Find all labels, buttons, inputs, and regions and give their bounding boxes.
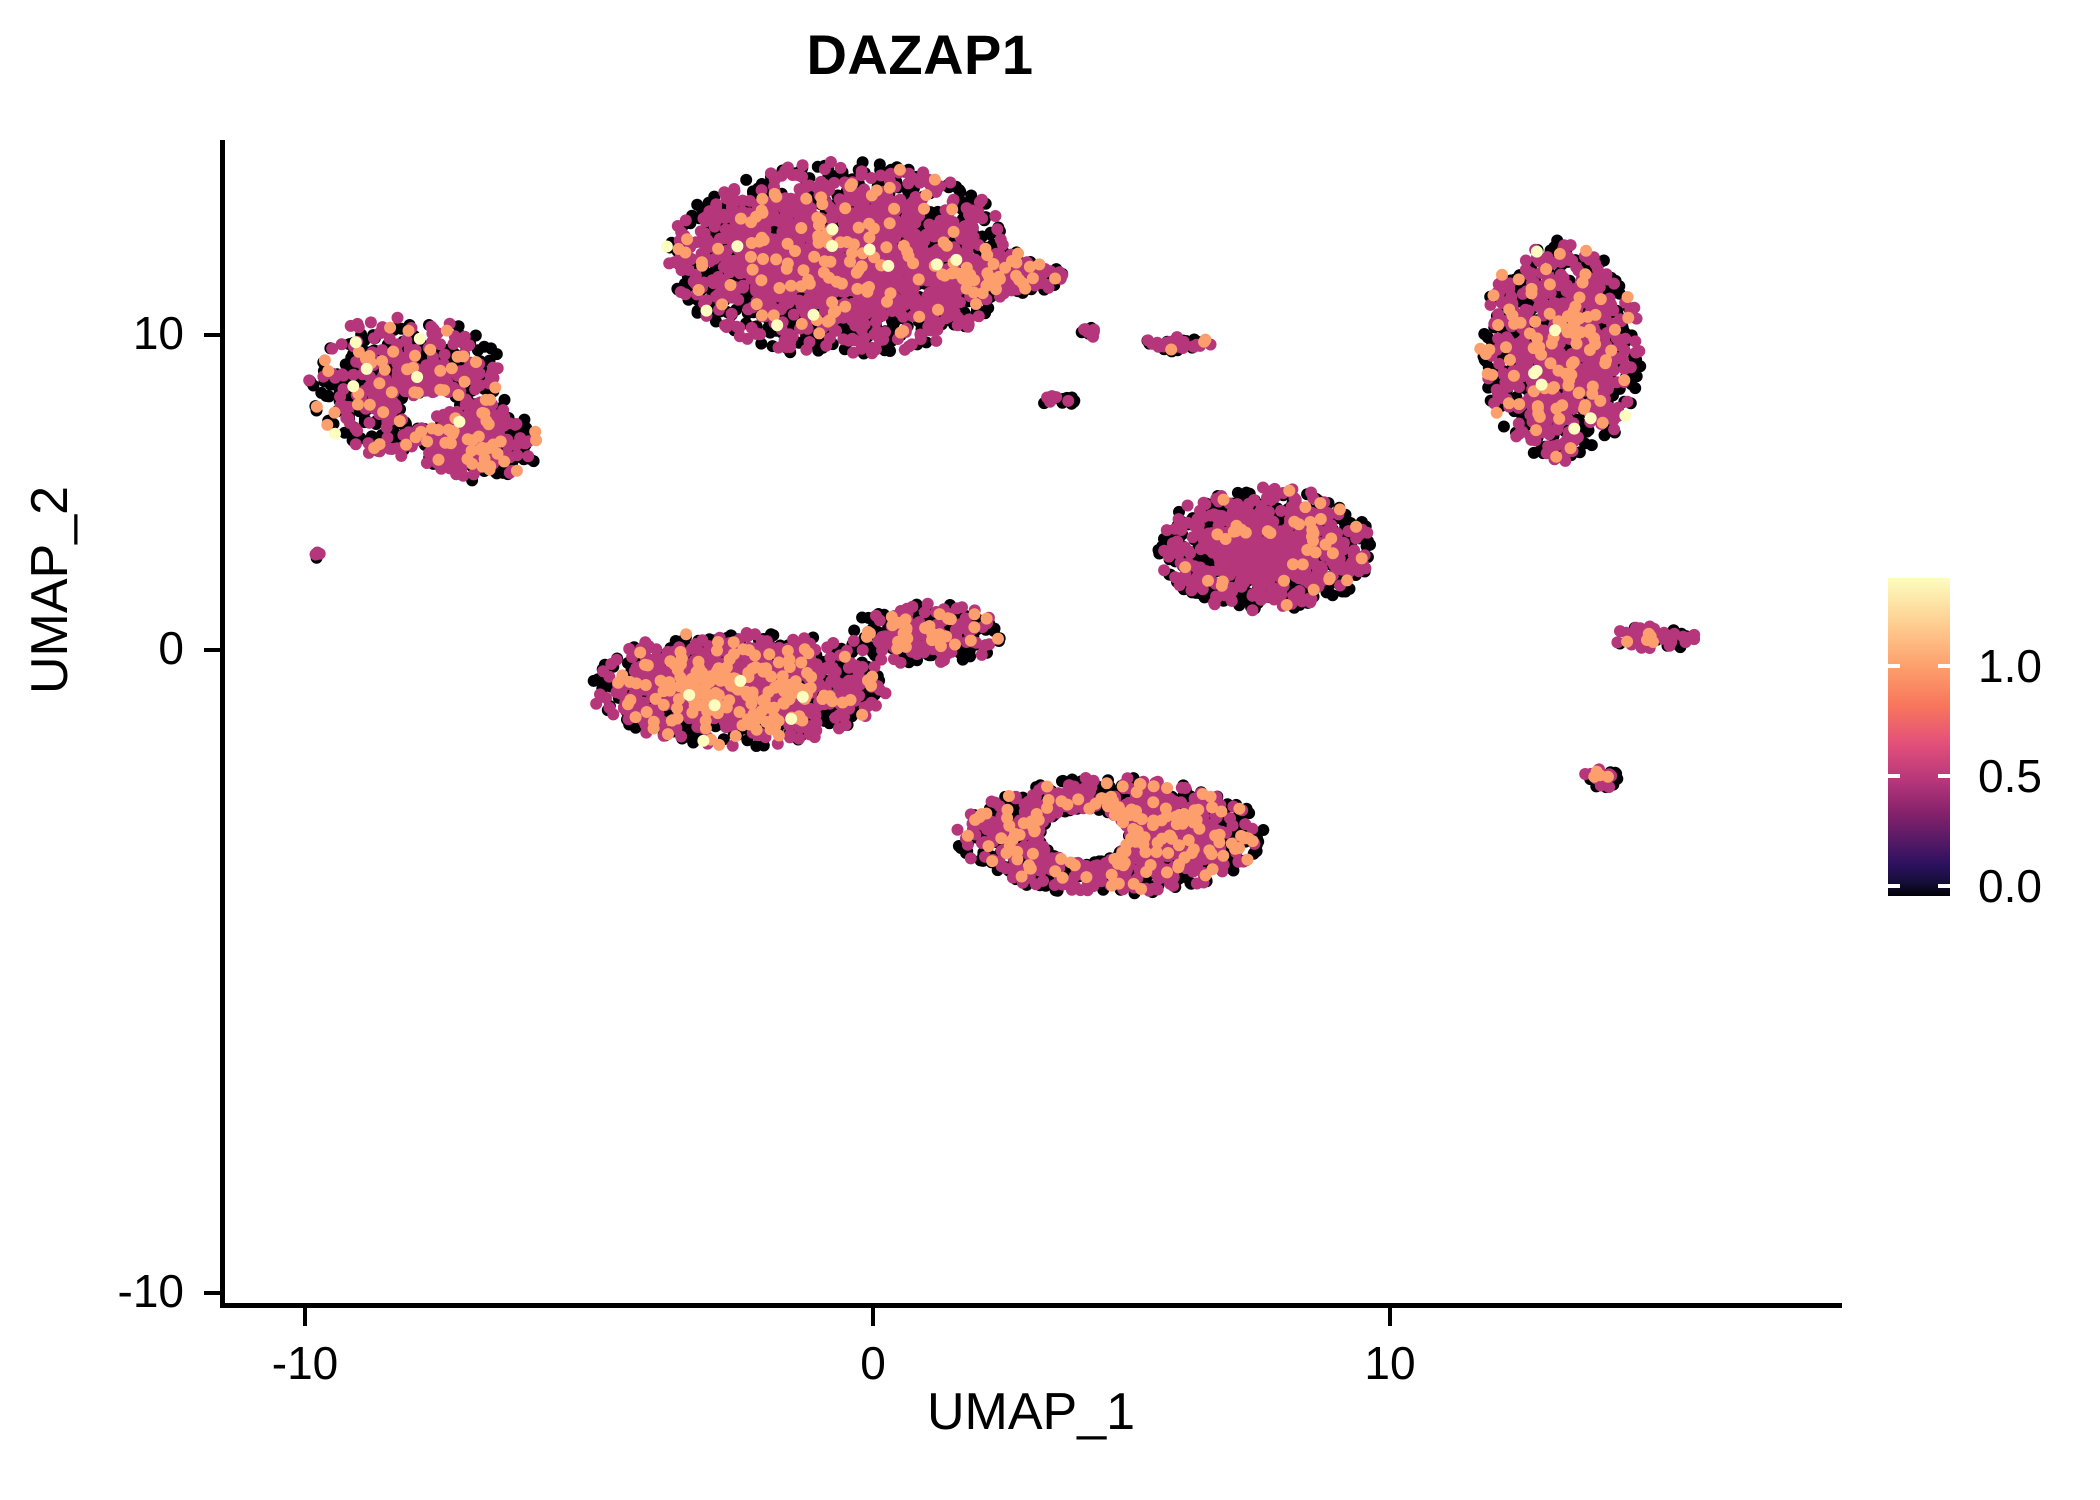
y-tick-label-10: 10 <box>132 307 184 359</box>
colorbar-tick-1-right <box>1938 664 1950 668</box>
colorbar-gradient <box>1888 578 1950 896</box>
chart-title: DAZAP1 <box>806 23 1034 86</box>
y-tick-mark-10 <box>204 333 220 337</box>
plot-panel <box>222 140 1840 1305</box>
colorbar-tick-0-left <box>1888 884 1900 888</box>
colorbar-label-05: 0.5 <box>1978 750 2042 802</box>
x-tick-mark-0 <box>871 1308 875 1326</box>
x-tick-label-10: 10 <box>1364 1337 1416 1389</box>
colorbar-tick-0-right <box>1938 884 1950 888</box>
y-tick-label-0: 0 <box>158 622 184 674</box>
y-tick-label-neg10: -10 <box>117 1265 184 1317</box>
y-tick-mark-neg10 <box>204 1291 220 1295</box>
x-tick-mark-10 <box>1388 1308 1392 1326</box>
colorbar-tick-1-left <box>1888 664 1900 668</box>
x-tick-label-0: 0 <box>860 1337 886 1389</box>
colorbar-legend: 1.0 0.5 0.0 <box>1888 578 2088 912</box>
x-axis-line <box>220 1303 1842 1308</box>
y-tick-mark-0 <box>204 648 220 652</box>
x-axis-label: UMAP_1 <box>926 1383 1136 1441</box>
x-tick-mark-neg10 <box>303 1308 307 1326</box>
x-tick-label-neg10: -10 <box>271 1337 339 1389</box>
y-axis-label: UMAP_2 <box>21 485 79 695</box>
colorbar-tick-05-right <box>1938 774 1950 778</box>
colorbar-tick-05-left <box>1888 774 1900 778</box>
y-axis-line <box>220 140 225 1307</box>
scatter-points-layer <box>303 156 1701 900</box>
colorbar-label-1: 1.0 <box>1978 640 2042 692</box>
colorbar-label-0: 0.0 <box>1978 860 2042 912</box>
